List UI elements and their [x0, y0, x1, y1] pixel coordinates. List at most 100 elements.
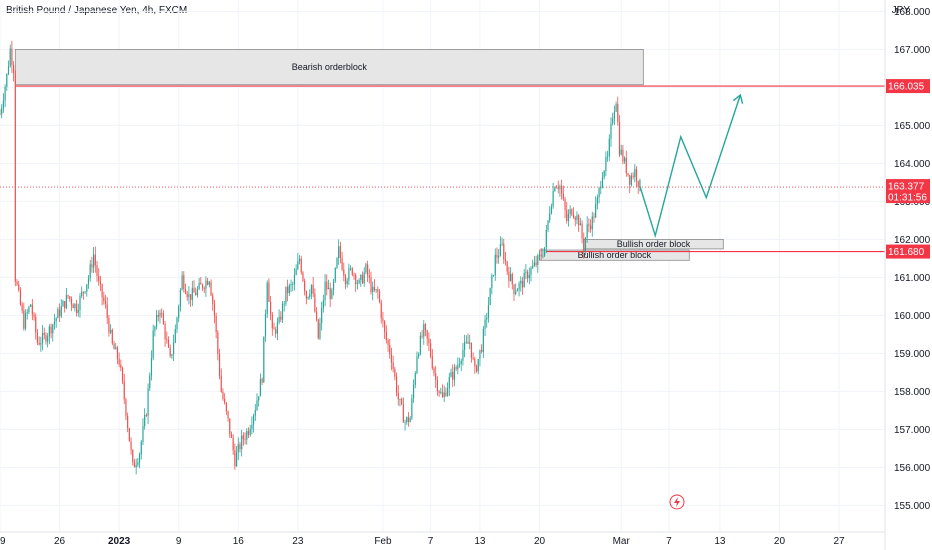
candle	[271, 312, 273, 336]
candle	[349, 265, 352, 271]
candle	[402, 397, 404, 423]
candle	[181, 271, 183, 291]
candle	[358, 278, 360, 285]
candle	[584, 236, 587, 256]
candle	[561, 179, 563, 200]
candle	[498, 249, 500, 264]
x-tick-label: 7	[666, 536, 672, 547]
y-tick-label: 160.000	[894, 311, 931, 322]
candle	[82, 291, 84, 300]
candle	[283, 300, 285, 312]
candle	[412, 379, 415, 403]
candle	[384, 320, 386, 340]
candle	[171, 353, 173, 359]
candle	[603, 169, 605, 180]
candle	[292, 281, 294, 291]
x-tick-label: Feb	[374, 536, 392, 547]
candle	[314, 288, 316, 313]
candle	[16, 279, 18, 287]
candle	[213, 299, 216, 324]
candle	[157, 310, 159, 322]
candle	[118, 352, 120, 368]
candle	[538, 251, 541, 261]
candle	[380, 299, 382, 324]
candle	[460, 358, 462, 372]
candle	[11, 40, 13, 73]
candle	[535, 255, 537, 268]
candle	[353, 272, 355, 280]
candle	[319, 317, 321, 341]
order-block-zone[interactable]	[14, 49, 644, 86]
candle	[423, 320, 425, 345]
candle	[188, 286, 190, 305]
candle	[249, 424, 251, 437]
candle	[176, 316, 178, 334]
candle	[70, 296, 73, 312]
candle	[106, 297, 108, 325]
level-price-text: 166.035	[888, 82, 925, 93]
candle	[7, 60, 10, 76]
candle	[259, 373, 261, 397]
candle	[351, 267, 353, 277]
candle	[40, 336, 42, 352]
candle	[179, 287, 182, 312]
candle	[414, 371, 416, 389]
candle	[305, 290, 307, 305]
candle	[234, 443, 236, 470]
candle	[69, 295, 71, 302]
candle	[210, 279, 212, 297]
candle	[526, 269, 529, 283]
candle	[615, 101, 617, 113]
candle	[338, 239, 340, 265]
candle	[150, 350, 153, 381]
candle	[477, 358, 479, 375]
candle	[79, 293, 81, 318]
candle	[154, 325, 156, 337]
candle	[421, 329, 423, 339]
lightning-icon[interactable]	[669, 494, 685, 510]
candle	[115, 342, 117, 350]
candle	[191, 280, 193, 307]
candle	[395, 372, 398, 397]
candle	[96, 261, 98, 282]
candle	[470, 342, 473, 363]
projection-path[interactable]	[639, 94, 742, 239]
candle	[207, 277, 209, 286]
candle	[293, 268, 296, 291]
candle	[237, 437, 239, 461]
candle	[196, 285, 199, 298]
candle	[389, 339, 391, 359]
candle	[537, 253, 539, 273]
candle	[579, 217, 581, 226]
candle	[639, 178, 641, 192]
candle	[246, 428, 248, 445]
x-tick-label: 20	[534, 536, 546, 547]
candle	[572, 207, 575, 219]
candle	[625, 150, 627, 177]
candle	[496, 247, 498, 264]
candle	[198, 277, 200, 291]
candle	[309, 289, 311, 300]
grid	[0, 0, 885, 532]
candle	[322, 294, 324, 313]
candle	[355, 273, 357, 292]
candle	[186, 290, 188, 301]
candle	[307, 296, 309, 300]
candle	[564, 197, 566, 219]
candle	[84, 291, 86, 294]
candle	[64, 300, 66, 313]
candle	[26, 308, 28, 320]
candle	[368, 268, 370, 284]
candle	[624, 156, 626, 164]
candle	[596, 194, 598, 210]
candle	[515, 283, 517, 296]
candle	[295, 264, 297, 276]
candle	[513, 283, 515, 301]
y-tick-label: 168.000	[894, 7, 931, 18]
candle	[436, 376, 438, 396]
candle	[94, 246, 96, 273]
candle	[569, 205, 571, 219]
candle	[252, 413, 255, 433]
candle	[518, 281, 520, 297]
